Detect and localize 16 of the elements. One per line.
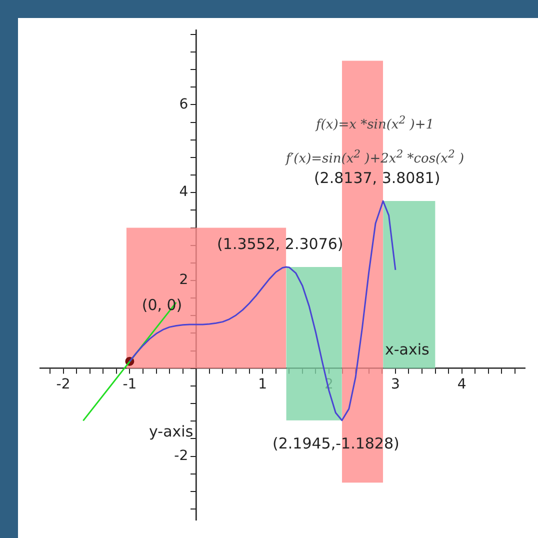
annotation: (2.8137, 3.8081) <box>314 168 440 187</box>
annotation: f(x)=x *sin(x$^{2}$ )+1 <box>316 113 434 133</box>
y-axis-title: y-axis <box>149 422 194 440</box>
annotation: (1.3552, 2.3076) <box>217 234 344 253</box>
x-tick-label: -1 <box>122 376 137 392</box>
annotation: (2.1945,-1.1828) <box>272 434 400 452</box>
x-tick-label: 1 <box>258 376 268 392</box>
y-tick-label: 4 <box>179 184 188 200</box>
y-tick-label: 6 <box>179 96 188 112</box>
y-tick-label: -2 <box>174 448 188 464</box>
x-tick-label: 3 <box>390 376 400 392</box>
x-tick-label: -2 <box>56 376 70 392</box>
annotation: f′(x)=sin(x$^{2}$ )+2x$^{2}$ *cos(x$^{2}$ ) <box>286 147 464 167</box>
y-tick-label: 2 <box>179 272 188 288</box>
x-tick-label: 4 <box>457 376 466 392</box>
x-axis-title: x-axis <box>384 340 430 358</box>
